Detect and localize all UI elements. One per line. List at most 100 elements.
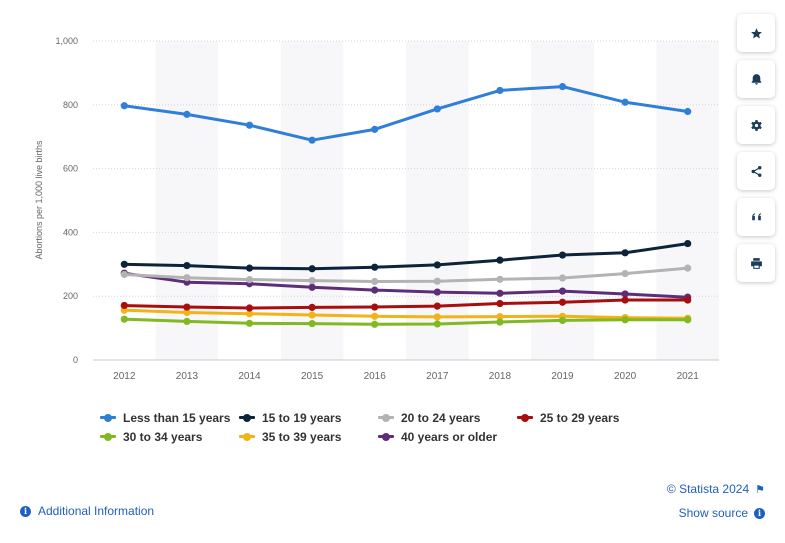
data-point[interactable] — [621, 269, 629, 278]
data-point[interactable] — [120, 301, 128, 310]
data-point[interactable] — [308, 265, 316, 273]
data-point[interactable] — [308, 283, 316, 291]
data-point[interactable] — [496, 289, 504, 297]
favorite-button[interactable] — [737, 14, 775, 52]
data-point[interactable] — [684, 239, 692, 248]
data-point[interactable] — [371, 320, 379, 328]
data-point[interactable] — [496, 256, 504, 264]
data-point[interactable] — [245, 121, 254, 129]
series-15-to-19-years[interactable] — [120, 239, 692, 273]
show-source-link[interactable]: Show source i — [679, 506, 765, 520]
data-point[interactable] — [558, 316, 567, 325]
legend-item-less-than-15[interactable]: Less than 15 years — [100, 411, 239, 425]
legend-label: 40 years or older — [401, 429, 498, 444]
data-point[interactable] — [558, 83, 567, 91]
print-button[interactable] — [737, 244, 775, 282]
data-point[interactable] — [308, 320, 316, 328]
data-point[interactable] — [183, 261, 191, 270]
y-tick-label: 1,000 — [55, 36, 78, 46]
legend-item-30-to-34[interactable]: 30 to 34 years — [100, 430, 239, 444]
data-point[interactable] — [245, 264, 254, 272]
data-point[interactable] — [245, 276, 254, 284]
data-point[interactable] — [120, 260, 128, 268]
data-point[interactable] — [433, 261, 441, 269]
legend-row-1: Less than 15 years 15 to 19 years 20 to … — [100, 408, 619, 427]
data-point[interactable] — [120, 102, 128, 110]
data-point[interactable] — [308, 276, 316, 285]
statista-credit[interactable]: © Statista 2024 ⚑ — [667, 482, 765, 496]
series-30-to-34-years[interactable] — [120, 315, 692, 328]
data-point[interactable] — [433, 105, 441, 113]
data-point[interactable] — [621, 249, 629, 257]
data-point[interactable] — [433, 288, 441, 296]
legend-item-35-to-39[interactable]: 35 to 39 years — [239, 430, 378, 444]
data-point[interactable] — [621, 316, 629, 324]
legend-label: 35 to 39 years — [262, 429, 342, 444]
data-point[interactable] — [558, 274, 567, 282]
series-less-than-15-years[interactable] — [120, 83, 692, 144]
data-point[interactable] — [433, 313, 441, 321]
settings-button[interactable] — [737, 106, 775, 144]
legend-label: Less than 15 years — [123, 410, 231, 425]
data-point[interactable] — [308, 303, 316, 311]
data-point[interactable] — [308, 311, 316, 319]
series-line — [122, 242, 690, 271]
data-point[interactable] — [621, 290, 629, 298]
data-point[interactable] — [371, 263, 379, 271]
data-point[interactable] — [371, 303, 379, 311]
data-point[interactable] — [433, 277, 441, 285]
quote-icon — [751, 212, 761, 220]
series-line — [122, 266, 690, 283]
data-point[interactable] — [183, 274, 191, 282]
data-point[interactable] — [684, 107, 692, 116]
data-point[interactable] — [684, 264, 692, 272]
info-icon: i — [20, 505, 31, 517]
legend-item-15-to-19[interactable]: 15 to 19 years — [239, 411, 378, 425]
data-point[interactable] — [684, 316, 692, 324]
data-point[interactable] — [558, 251, 567, 259]
data-point[interactable] — [621, 296, 629, 304]
data-point[interactable] — [120, 270, 128, 279]
data-point[interactable] — [183, 303, 191, 311]
data-point[interactable] — [371, 277, 379, 286]
data-point[interactable] — [496, 313, 504, 321]
data-point[interactable] — [371, 125, 379, 133]
show-source-label: Show source — [678, 506, 748, 520]
data-point[interactable] — [245, 310, 254, 318]
legend-item-40-or-older[interactable]: 40 years or older — [378, 430, 517, 444]
data-point[interactable] — [433, 320, 441, 328]
additional-information-link[interactable]: i Additional Information — [20, 504, 154, 518]
data-point[interactable] — [621, 98, 629, 106]
x-tick-label: 2014 — [238, 371, 261, 382]
legend-swatch — [239, 413, 255, 422]
data-point[interactable] — [684, 296, 692, 304]
data-point[interactable] — [558, 298, 567, 306]
legend-swatch — [378, 413, 394, 422]
data-point[interactable] — [433, 302, 441, 310]
data-point[interactable] — [496, 299, 504, 308]
data-point[interactable] — [183, 308, 191, 317]
data-point[interactable] — [120, 315, 128, 323]
data-point[interactable] — [371, 312, 379, 320]
series-20-to-24-years[interactable] — [120, 264, 692, 286]
data-point[interactable] — [183, 110, 191, 118]
data-point[interactable] — [308, 136, 316, 144]
series-25-to-29-years[interactable] — [120, 296, 692, 312]
data-point[interactable] — [558, 287, 567, 295]
notification-button[interactable] — [737, 60, 775, 98]
data-point[interactable] — [371, 286, 379, 294]
data-point[interactable] — [496, 86, 504, 95]
data-point[interactable] — [496, 318, 504, 326]
legend-item-20-to-24[interactable]: 20 to 24 years — [378, 411, 517, 425]
data-point[interactable] — [496, 275, 504, 283]
chart-toolbar — [737, 14, 775, 290]
legend-label: 25 to 29 years — [540, 410, 620, 425]
data-point[interactable] — [245, 319, 254, 327]
share-button[interactable] — [737, 152, 775, 190]
data-point[interactable] — [245, 304, 254, 312]
cite-button[interactable] — [737, 198, 775, 236]
series-35-to-39-years[interactable] — [120, 306, 692, 322]
data-point[interactable] — [183, 317, 191, 326]
y-axis-title: Abortions per 1,000 live births — [34, 140, 44, 260]
legend-item-25-to-29[interactable]: 25 to 29 years — [517, 411, 619, 425]
